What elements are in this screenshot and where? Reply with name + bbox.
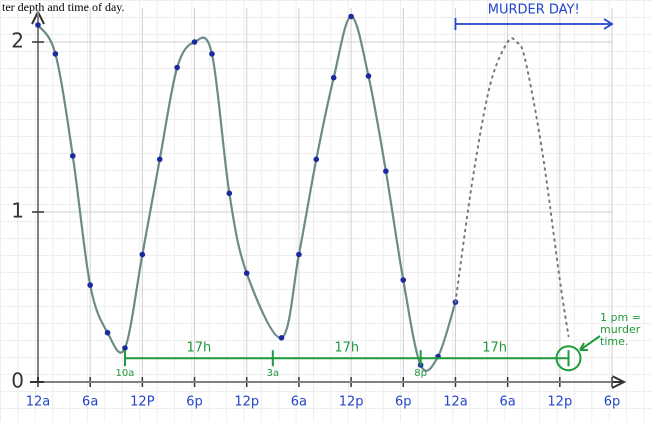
point: [330, 74, 337, 81]
subtitle: ter depth and time of day.: [2, 0, 125, 14]
point: [278, 335, 285, 341]
point: [191, 39, 198, 45]
x-tick-label: 12a: [443, 395, 468, 410]
span-label: 17h: [482, 341, 507, 356]
point: [365, 73, 372, 79]
timeline-label: 3a: [267, 368, 280, 379]
x-tick-label: 6p: [186, 395, 203, 410]
point: [35, 22, 41, 28]
x-tick-label: 12p: [234, 395, 259, 410]
point: [69, 153, 76, 159]
point: [400, 277, 407, 283]
x-tick-label: 12p: [339, 395, 364, 410]
line: [454, 37, 570, 338]
point: [156, 156, 163, 163]
point: [122, 345, 128, 351]
point: [139, 251, 146, 258]
y-tick-label: 2: [11, 29, 24, 53]
x-tick-label: 6p: [604, 395, 621, 410]
point: [243, 270, 250, 277]
span-label: 17h: [334, 341, 359, 356]
point: [87, 282, 93, 288]
timeline-label: 8p: [414, 368, 427, 379]
x-tick-label: 12a: [26, 395, 51, 410]
murder-note: 1 pm = murder time.: [600, 311, 641, 348]
point: [174, 64, 180, 71]
x-tick-label: 6a: [291, 395, 307, 410]
span-label: 17h: [187, 341, 212, 356]
murder-day-arrow: [603, 18, 614, 30]
y-tick-label: 1: [11, 199, 24, 223]
x-tick-label: 6p: [395, 395, 412, 410]
x-tick-label: 12p: [547, 395, 572, 410]
x-tick-label: 6a: [82, 395, 98, 410]
point: [52, 51, 59, 57]
x-tick-label: 12P: [130, 395, 155, 410]
point: [296, 251, 302, 258]
point: [209, 51, 215, 57]
y-tick-label: 0: [11, 369, 24, 393]
murder-day-label: MURDER DAY!: [488, 3, 580, 18]
point: [348, 13, 354, 20]
timeline-label: 10a: [116, 368, 135, 379]
point: [104, 329, 111, 336]
point: [226, 190, 233, 197]
point: [383, 168, 389, 174]
x-arrow: [611, 375, 627, 389]
note-arrow: [579, 335, 601, 351]
murder-circle: [555, 345, 582, 372]
point: [313, 156, 320, 163]
x-tick-label: 6a: [500, 395, 516, 410]
